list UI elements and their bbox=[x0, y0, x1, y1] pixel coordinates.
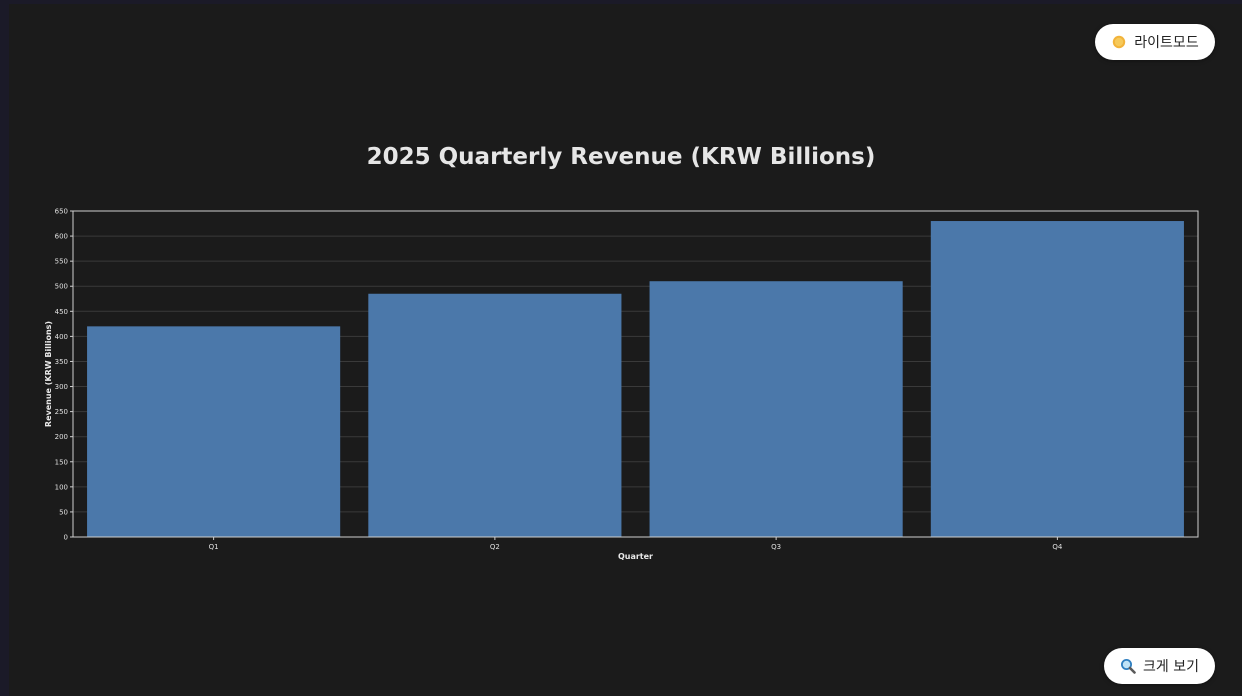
light-mode-button[interactable]: 라이트모드 bbox=[1095, 24, 1215, 60]
light-mode-label: 라이트모드 bbox=[1134, 35, 1199, 51]
y-tick-label: 600 bbox=[55, 233, 68, 241]
bar-q4 bbox=[930, 221, 1184, 537]
magnifier-icon bbox=[1121, 659, 1136, 674]
zoom-button[interactable]: 크게 보기 bbox=[1104, 648, 1215, 684]
y-tick-label: 0 bbox=[64, 534, 68, 542]
y-tick-label: 400 bbox=[55, 333, 68, 341]
y-tick-label: 450 bbox=[55, 308, 68, 316]
y-tick-label: 500 bbox=[55, 283, 68, 291]
y-tick-label: 150 bbox=[55, 458, 68, 466]
chart-title: 2025 Quarterly Revenue (KRW Billions) bbox=[366, 144, 876, 170]
x-tick-label: Q2 bbox=[490, 543, 500, 551]
bar-chart: 050100150200250300350400450500550600650 … bbox=[44, 208, 1199, 561]
y-tick-label: 100 bbox=[55, 483, 68, 491]
y-tick-label: 50 bbox=[59, 508, 68, 516]
sun-icon bbox=[1113, 35, 1126, 49]
zoom-label: 크게 보기 bbox=[1143, 659, 1199, 675]
x-ticks: Q1 Q2 Q3 Q4 bbox=[209, 537, 1063, 551]
plot-frame bbox=[72, 210, 1199, 538]
y-tick-label: 200 bbox=[55, 433, 68, 441]
y-ticks: 0 50 100 150 200 250 300 350 400 450 500 550 600 650 bbox=[55, 208, 73, 542]
x-tick-label: Q3 bbox=[771, 543, 781, 551]
chart-page: 라이트모드 2025 Quarterly Revenue (KRW Billio… bbox=[9, 4, 1242, 696]
x-tick-label: Q1 bbox=[209, 543, 219, 551]
y-tick-label: 350 bbox=[55, 358, 68, 366]
y-tick-label: 250 bbox=[55, 408, 68, 416]
bars bbox=[87, 221, 1184, 537]
bar-q1 bbox=[87, 326, 341, 537]
x-tick-label: Q4 bbox=[1052, 543, 1063, 551]
y-tick-label: 550 bbox=[55, 258, 68, 266]
y-axis-label: Revenue (KRW Billions) bbox=[44, 321, 53, 427]
bar-q3 bbox=[649, 281, 903, 537]
y-tick-label: 650 bbox=[55, 208, 68, 216]
x-axis-label: Quarter bbox=[618, 552, 653, 561]
bar-q2 bbox=[368, 293, 622, 537]
y-tick-label: 300 bbox=[55, 383, 68, 391]
